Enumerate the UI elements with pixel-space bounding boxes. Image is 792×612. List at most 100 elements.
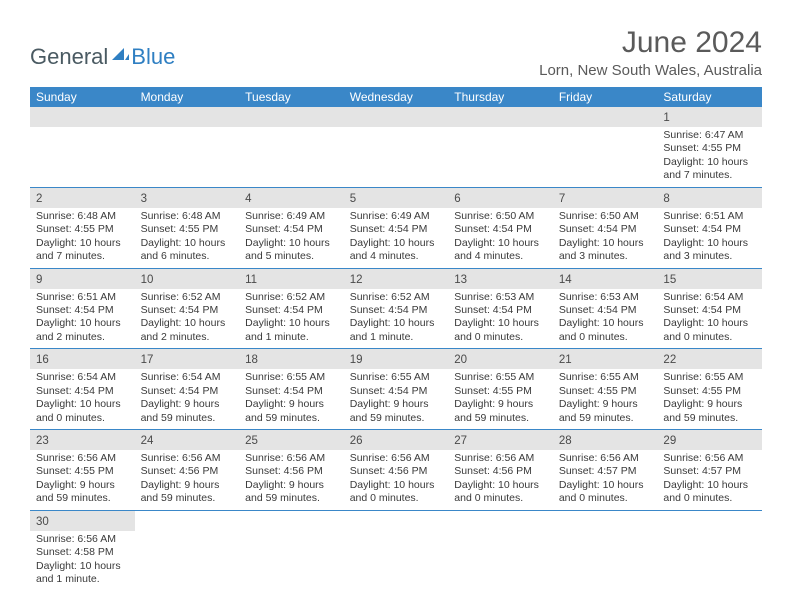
day-cell: 30Sunrise: 6:56 AMSunset: 4:58 PMDayligh… bbox=[30, 511, 135, 591]
day-number: 11 bbox=[245, 274, 257, 286]
day-number-strip: 28 bbox=[553, 430, 658, 450]
day-number-strip: 5 bbox=[344, 188, 449, 208]
day-number: 10 bbox=[141, 274, 154, 286]
day-number-strip: 3 bbox=[135, 188, 240, 208]
day-number-strip: 12 bbox=[344, 269, 449, 289]
day-cell: 1Sunrise: 6:47 AMSunset: 4:55 PMDaylight… bbox=[657, 107, 762, 187]
daylight-text: Daylight: 10 hours bbox=[36, 317, 129, 330]
day-number: 2 bbox=[36, 193, 42, 205]
empty-day-cell: . bbox=[448, 107, 553, 187]
sunrise-text: Sunrise: 6:49 AM bbox=[245, 210, 338, 223]
sunrise-text: Sunrise: 6:51 AM bbox=[663, 210, 756, 223]
daylight-text: and 4 minutes. bbox=[454, 250, 547, 263]
day-number-strip: 11 bbox=[239, 269, 344, 289]
day-cell: 24Sunrise: 6:56 AMSunset: 4:56 PMDayligh… bbox=[135, 430, 240, 510]
day-number-strip: 18 bbox=[239, 349, 344, 369]
day-cell: 20Sunrise: 6:55 AMSunset: 4:55 PMDayligh… bbox=[448, 349, 553, 429]
sunset-text: Sunset: 4:56 PM bbox=[454, 465, 547, 478]
daylight-text: Daylight: 10 hours bbox=[559, 479, 652, 492]
sunset-text: Sunset: 4:54 PM bbox=[350, 385, 443, 398]
sunrise-text: Sunrise: 6:52 AM bbox=[245, 291, 338, 304]
sunset-text: Sunset: 4:54 PM bbox=[454, 223, 547, 236]
daylight-text: and 7 minutes. bbox=[36, 250, 129, 263]
sunset-text: Sunset: 4:56 PM bbox=[350, 465, 443, 478]
week-row: 30Sunrise: 6:56 AMSunset: 4:58 PMDayligh… bbox=[30, 511, 762, 591]
daylight-text: Daylight: 9 hours bbox=[36, 479, 129, 492]
week-row: ......1Sunrise: 6:47 AMSunset: 4:55 PMDa… bbox=[30, 107, 762, 188]
day-number: 28 bbox=[559, 435, 572, 447]
daylight-text: Daylight: 9 hours bbox=[141, 479, 234, 492]
day-cell: 25Sunrise: 6:56 AMSunset: 4:56 PMDayligh… bbox=[239, 430, 344, 510]
day-number-strip: 4 bbox=[239, 188, 344, 208]
weekday-header: Sunday bbox=[30, 87, 135, 107]
day-number: 25 bbox=[245, 435, 258, 447]
sunrise-text: Sunrise: 6:55 AM bbox=[663, 371, 756, 384]
sunrise-text: Sunrise: 6:53 AM bbox=[559, 291, 652, 304]
day-number: 5 bbox=[350, 193, 356, 205]
day-number: 7 bbox=[559, 193, 565, 205]
day-number-strip: 1 bbox=[657, 107, 762, 127]
calendar: SundayMondayTuesdayWednesdayThursdayFrid… bbox=[30, 87, 762, 591]
daylight-text: Daylight: 9 hours bbox=[454, 398, 547, 411]
sunrise-text: Sunrise: 6:53 AM bbox=[454, 291, 547, 304]
day-cell: 16Sunrise: 6:54 AMSunset: 4:54 PMDayligh… bbox=[30, 349, 135, 429]
sunrise-text: Sunrise: 6:52 AM bbox=[141, 291, 234, 304]
day-number-strip: . bbox=[135, 107, 240, 127]
week-row: 2Sunrise: 6:48 AMSunset: 4:55 PMDaylight… bbox=[30, 188, 762, 269]
day-cell: 26Sunrise: 6:56 AMSunset: 4:56 PMDayligh… bbox=[344, 430, 449, 510]
logo-sail-icon bbox=[110, 42, 130, 68]
sunset-text: Sunset: 4:54 PM bbox=[663, 304, 756, 317]
sunrise-text: Sunrise: 6:56 AM bbox=[245, 452, 338, 465]
sunset-text: Sunset: 4:54 PM bbox=[245, 304, 338, 317]
sunrise-text: Sunrise: 6:56 AM bbox=[141, 452, 234, 465]
day-number-strip: 27 bbox=[448, 430, 553, 450]
day-number-strip: 16 bbox=[30, 349, 135, 369]
empty-day-cell bbox=[657, 511, 762, 591]
sunset-text: Sunset: 4:55 PM bbox=[36, 223, 129, 236]
weekday-header: Wednesday bbox=[344, 87, 449, 107]
day-number-strip: 14 bbox=[553, 269, 658, 289]
sunset-text: Sunset: 4:57 PM bbox=[663, 465, 756, 478]
day-number: 23 bbox=[36, 435, 49, 447]
month-title: June 2024 bbox=[539, 26, 762, 60]
sunset-text: Sunset: 4:55 PM bbox=[141, 223, 234, 236]
sunrise-text: Sunrise: 6:49 AM bbox=[350, 210, 443, 223]
day-number-strip: 15 bbox=[657, 269, 762, 289]
day-cell: 28Sunrise: 6:56 AMSunset: 4:57 PMDayligh… bbox=[553, 430, 658, 510]
day-number-strip: 7 bbox=[553, 188, 658, 208]
day-number-strip: 2 bbox=[30, 188, 135, 208]
daylight-text: and 1 minute. bbox=[350, 331, 443, 344]
daylight-text: and 2 minutes. bbox=[36, 331, 129, 344]
sunrise-text: Sunrise: 6:54 AM bbox=[36, 371, 129, 384]
day-number: 29 bbox=[663, 435, 676, 447]
day-number: 26 bbox=[350, 435, 363, 447]
daylight-text: Daylight: 9 hours bbox=[245, 398, 338, 411]
sunrise-text: Sunrise: 6:56 AM bbox=[36, 452, 129, 465]
day-cell: 29Sunrise: 6:56 AMSunset: 4:57 PMDayligh… bbox=[657, 430, 762, 510]
daylight-text: and 0 minutes. bbox=[454, 492, 547, 505]
title-block: June 2024 Lorn, New South Wales, Austral… bbox=[539, 26, 762, 79]
day-number: 8 bbox=[663, 193, 669, 205]
daylight-text: and 59 minutes. bbox=[454, 412, 547, 425]
daylight-text: and 0 minutes. bbox=[454, 331, 547, 344]
daylight-text: Daylight: 10 hours bbox=[350, 317, 443, 330]
empty-day-cell bbox=[448, 511, 553, 591]
daylight-text: Daylight: 10 hours bbox=[36, 560, 129, 573]
daylight-text: Daylight: 9 hours bbox=[141, 398, 234, 411]
daylight-text: and 59 minutes. bbox=[141, 492, 234, 505]
daylight-text: and 59 minutes. bbox=[141, 412, 234, 425]
daylight-text: Daylight: 10 hours bbox=[454, 237, 547, 250]
day-number: 6 bbox=[454, 193, 460, 205]
day-number: 13 bbox=[454, 274, 467, 286]
day-number-strip: . bbox=[344, 107, 449, 127]
sunset-text: Sunset: 4:54 PM bbox=[141, 385, 234, 398]
day-cell: 2Sunrise: 6:48 AMSunset: 4:55 PMDaylight… bbox=[30, 188, 135, 268]
empty-day-cell bbox=[553, 511, 658, 591]
daylight-text: Daylight: 10 hours bbox=[36, 398, 129, 411]
sunrise-text: Sunrise: 6:55 AM bbox=[245, 371, 338, 384]
sunset-text: Sunset: 4:55 PM bbox=[663, 385, 756, 398]
sunset-text: Sunset: 4:56 PM bbox=[245, 465, 338, 478]
logo-text-general: General bbox=[30, 44, 108, 70]
location: Lorn, New South Wales, Australia bbox=[539, 62, 762, 79]
day-number: 18 bbox=[245, 354, 258, 366]
